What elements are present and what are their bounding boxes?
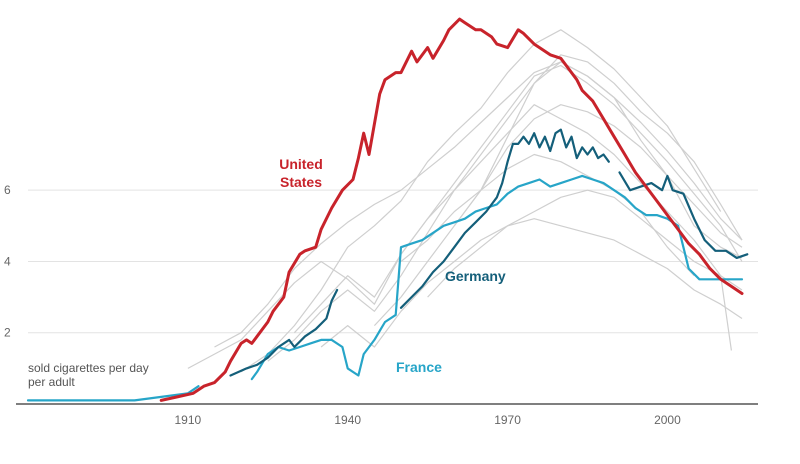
y-tick-label: 6 [4,183,11,197]
series-labels: United States Germany France [279,156,506,375]
x-axis: 1910 1940 1970 2000 [16,403,758,427]
other-country-line-2 [187,64,743,369]
germany-line-segment-2 [399,128,610,309]
other-country-line-4 [267,61,743,362]
x-tick-label: 2000 [654,413,681,427]
y-unit-note-line-2: per adult [28,375,75,389]
other-country-line-6 [320,218,743,348]
other-country-line-7 [373,104,743,327]
other-countries-lines [187,29,743,373]
other-country-line-5 [293,104,732,351]
x-tick-label: 1970 [494,413,521,427]
united-states-label-line-1: United [279,156,323,172]
germany-line-segment-3 [618,171,749,259]
germany-line-segment-1 [229,288,339,377]
other-country-line-9 [427,189,743,298]
germany-label: Germany [445,268,506,284]
x-tick-label: 1910 [175,413,202,427]
france-line-segment-1 [26,385,200,402]
y-tick-label: 4 [4,254,11,268]
united-states-label-line-2: States [280,174,322,190]
other-country-line-3 [240,29,722,373]
france-line-segment-2 [250,174,744,381]
france-label: France [396,359,442,375]
other-country-line-8 [400,153,695,277]
other-country-line-1 [214,61,743,348]
y-tick-label: 2 [4,326,11,340]
united-states-line [159,17,744,402]
y-unit-note-line-1: sold cigarettes per day [28,361,149,375]
other-country-line-10 [453,54,743,241]
grid: 2 4 6 [4,183,758,340]
x-tick-label: 1940 [334,413,361,427]
highlighted-series [26,17,749,402]
